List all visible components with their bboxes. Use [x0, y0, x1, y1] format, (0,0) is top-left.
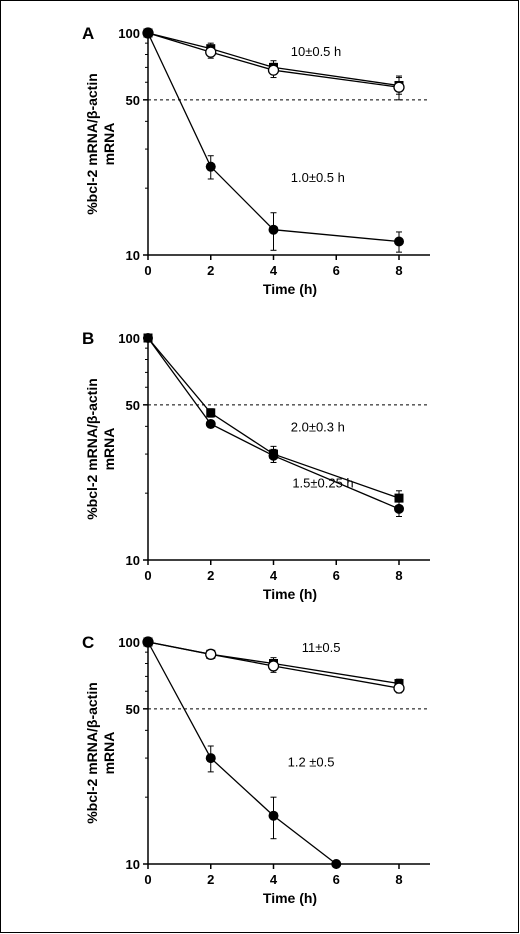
data-point-open-circle	[393, 81, 405, 93]
x-tick-label: 2	[207, 872, 214, 887]
data-point-filled-circle	[205, 418, 216, 429]
panel-b: B 10 50 100 0 2 4 6 8 Time (h) %bcl-2 mRNA/β-actin…	[82, 329, 430, 602]
data-point-square	[394, 493, 404, 503]
series-square	[143, 28, 404, 95]
y-tick-label: 100	[118, 331, 140, 346]
data-point-filled-circle	[205, 753, 216, 764]
panel-letter: B	[82, 329, 94, 348]
data-point-open-circle	[393, 682, 405, 694]
x-tick-label: 0	[144, 568, 151, 583]
panel-letter: C	[82, 633, 94, 652]
y-tick-label: 100	[118, 635, 140, 650]
data-point-filled-circle	[394, 236, 404, 247]
x-tick-label: 0	[144, 872, 151, 887]
series-line	[147, 32, 400, 243]
x-tick-label: 8	[395, 872, 402, 887]
y-tick-label: 50	[126, 93, 140, 108]
data-point-open-circle	[205, 46, 217, 58]
x-tick-label: 6	[333, 263, 340, 278]
x-tick-label: 4	[270, 263, 278, 278]
panel-letter: A	[82, 24, 94, 43]
x-tick-label: 4	[270, 568, 278, 583]
annotation: 11±0.5	[302, 640, 341, 655]
x-tick-label: 2	[207, 263, 214, 278]
series-filled-circle	[143, 28, 404, 253]
annotation: 1.2 ±0.5	[288, 754, 335, 769]
series-line	[147, 337, 400, 499]
data-point-filled-circle	[143, 28, 153, 38]
annotation: 1.0±0.5 h	[291, 170, 345, 185]
data-point-open-circle	[267, 64, 280, 76]
y-axis-title-line: mRNA	[101, 428, 117, 471]
y-axis-title: %bcl-2 mRNA/β-actinmRNA	[84, 682, 117, 824]
y-axis-title-line: %bcl-2 mRNA/β-actin	[84, 378, 100, 520]
series-line	[147, 32, 400, 88]
y-axis-title: %bcl-2 mRNA/β-actinmRNA	[84, 378, 117, 520]
y-axis-title: %bcl-2 mRNA/β-actinmRNA	[84, 73, 117, 215]
data-point-filled-circle	[331, 859, 342, 869]
series-filled-circle	[143, 333, 404, 518]
x-axis-title: Time (h)	[263, 281, 317, 297]
y-tick-label: 50	[126, 398, 140, 413]
y-tick-label: 10	[126, 553, 140, 568]
x-axis-title: Time (h)	[263, 586, 317, 602]
series-open-circle	[142, 27, 405, 101]
y-axis-title-line: %bcl-2 mRNA/β-actin	[84, 682, 100, 824]
x-tick-label: 2	[207, 568, 214, 583]
y-axis-title-line: %bcl-2 mRNA/β-actin	[84, 73, 100, 215]
y-axis-title-line: mRNA	[101, 123, 117, 166]
data-point-filled-circle	[394, 503, 404, 514]
annotation: 10±0.5 h	[291, 44, 342, 59]
x-tick-label: 6	[333, 872, 340, 887]
x-tick-label: 8	[395, 263, 402, 278]
panel-c: C 10 50 100 0 2 4 6 8 Time (h) %bcl-2 mRNA/β-actin…	[82, 633, 430, 906]
y-tick-label: 100	[118, 26, 140, 41]
series-line	[147, 337, 400, 510]
data-point-filled-circle	[143, 333, 153, 343]
x-tick-label: 8	[395, 568, 402, 583]
y-tick-label: 50	[126, 702, 140, 717]
series-line	[147, 641, 400, 689]
data-point-filled-circle	[268, 450, 279, 461]
series-square	[143, 333, 404, 507]
x-tick-label: 0	[144, 263, 151, 278]
data-point-square	[206, 408, 216, 418]
data-point-filled-circle	[268, 224, 279, 235]
y-axis-title-line: mRNA	[101, 732, 117, 775]
data-point-open-circle	[205, 648, 217, 660]
x-tick-label: 4	[270, 872, 278, 887]
data-point-filled-circle	[143, 637, 153, 647]
annotation: 2.0±0.3 h	[291, 419, 345, 434]
series-line	[147, 641, 337, 865]
annotation: 1.5±0.25 h	[292, 476, 353, 491]
x-tick-label: 6	[333, 568, 340, 583]
y-tick-label: 10	[126, 248, 140, 263]
series-open-circle	[142, 636, 405, 694]
y-tick-label: 10	[126, 857, 140, 872]
data-point-filled-circle	[205, 161, 216, 172]
panel-a: A 10 50 100 0 2 4 6 8 Time (h) %bcl-2 mRNA/β-actin…	[82, 24, 430, 297]
series-filled-circle	[143, 637, 342, 869]
data-point-open-circle	[267, 660, 280, 672]
x-axis-title: Time (h)	[263, 890, 317, 906]
data-point-filled-circle	[268, 810, 279, 821]
series-line	[147, 32, 400, 87]
